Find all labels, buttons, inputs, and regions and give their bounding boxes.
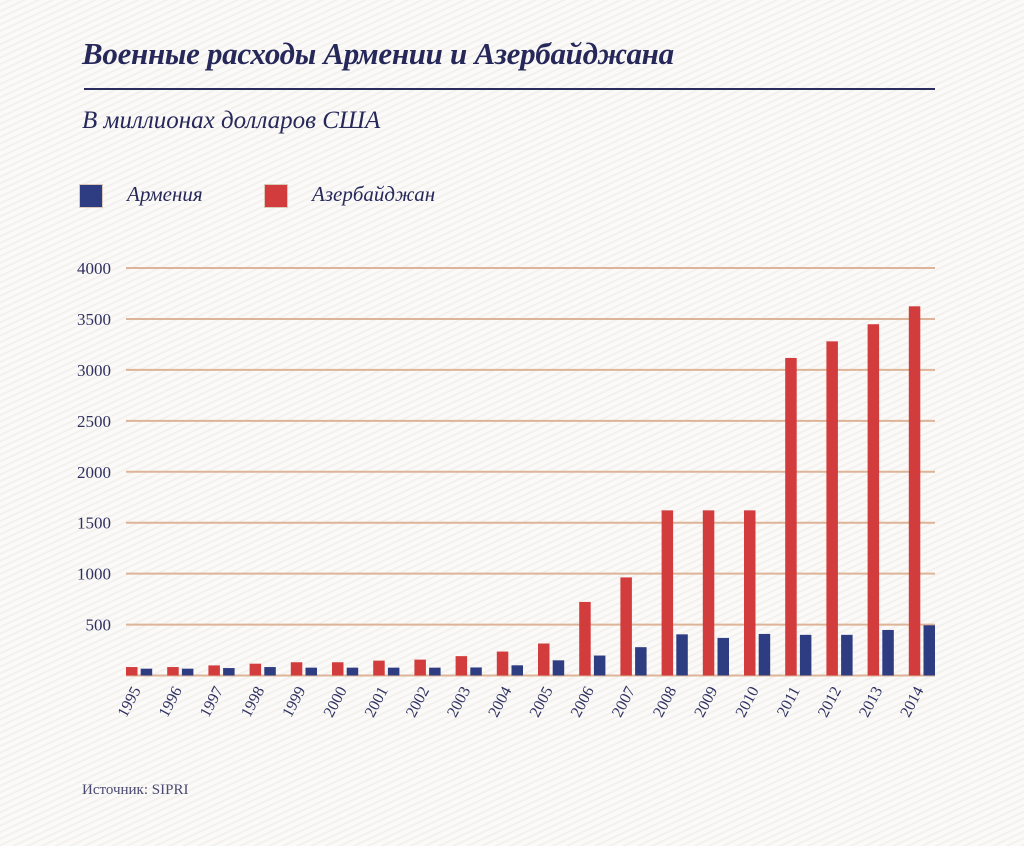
bar-armenia-2010	[758, 633, 771, 676]
bar-armenia-2000	[346, 667, 359, 676]
bar-armenia-1996	[181, 668, 194, 676]
x-tick-label: 1997	[197, 684, 227, 720]
bar-azerbaijan-2008	[661, 510, 674, 676]
bar-azerbaijan-1995	[126, 667, 138, 676]
bar-azerbaijan-2010	[744, 510, 756, 676]
bar-azerbaijan-2002	[414, 659, 426, 676]
bar-armenia-1995	[140, 668, 153, 676]
chart-subtitle: В миллионах долларов США	[82, 107, 381, 134]
legend-swatch-armenia	[80, 185, 102, 207]
y-tick-label: 1000	[77, 565, 111, 584]
x-tick-label: 2013	[856, 684, 886, 720]
source-note: Источник: SIPRI	[82, 782, 189, 798]
bar-azerbaijan-1996	[167, 667, 179, 676]
bar-azerbaijan-2009	[702, 510, 715, 676]
y-tick-label: 2000	[77, 463, 111, 482]
x-tick-label: 2001	[362, 684, 392, 720]
x-tick-label: 2006	[568, 684, 598, 720]
bar-azerbaijan-2003	[455, 656, 468, 676]
bar-armenia-2004	[511, 665, 523, 676]
bar-azerbaijan-2005	[538, 643, 550, 676]
bar-armenia-1998	[264, 667, 276, 676]
bar-armenia-2009	[717, 637, 729, 676]
bar-armenia-2008	[676, 634, 688, 676]
bar-armenia-2006	[593, 655, 606, 676]
x-tick-label: 2002	[403, 684, 433, 720]
chart-title: Военные расходы Армении и Азербайджана	[82, 36, 674, 71]
bar-azerbaijan-2007	[620, 577, 632, 676]
bar-armenia-2001	[387, 667, 400, 676]
x-tick-label: 2014	[897, 684, 927, 720]
bar-azerbaijan-1999	[290, 662, 303, 676]
x-tick-label: 2003	[444, 684, 474, 720]
x-tick-label: 2010	[733, 684, 763, 720]
bar-azerbaijan-2004	[496, 651, 509, 676]
x-tick-label: 2008	[650, 684, 680, 720]
x-tick-label: 2000	[321, 684, 351, 720]
bar-azerbaijan-2012	[826, 341, 838, 676]
y-tick-label: 500	[86, 616, 112, 635]
bars	[126, 306, 935, 676]
bar-armenia-2002	[429, 667, 441, 676]
bar-armenia-2005	[552, 660, 565, 676]
bar-armenia-2012	[841, 634, 853, 676]
legend-label-azerbaijan: Азербайджан	[312, 182, 436, 206]
bar-azerbaijan-2011	[785, 357, 797, 676]
bar-azerbaijan-2014	[908, 306, 921, 676]
title-divider	[84, 88, 935, 90]
legend-swatch-azerbaijan	[265, 185, 287, 207]
x-tick-label: 1999	[279, 684, 309, 720]
bar-armenia-2003	[470, 667, 482, 676]
bar-armenia-2007	[635, 647, 647, 676]
bar-armenia-2011	[799, 634, 812, 676]
bar-armenia-1997	[223, 668, 235, 676]
x-tick-label: 2012	[815, 684, 845, 720]
y-tick-label: 4000	[77, 259, 111, 278]
x-tick-label: 2011	[774, 684, 804, 720]
x-axis: 1995 1996 1997 1998 1999 2000 2001 2002 2003 2004…	[115, 684, 928, 720]
bar-armenia-2014	[923, 625, 935, 676]
bar-armenia-1999	[305, 667, 317, 676]
x-tick-label: 2007	[609, 684, 639, 720]
bar-azerbaijan-1998	[249, 663, 262, 676]
x-tick-label: 2004	[485, 684, 515, 720]
bar-azerbaijan-2013	[867, 324, 880, 676]
y-tick-label: 2500	[77, 412, 111, 431]
bar-azerbaijan-2006	[579, 601, 591, 676]
y-tick-label: 1500	[77, 514, 111, 533]
y-tick-label: 3500	[77, 310, 111, 329]
x-tick-label: 1996	[156, 684, 186, 720]
y-axis: 500 1000 1500 2000 2500 3000 3500 4000	[77, 259, 111, 635]
bar-azerbaijan-2001	[373, 660, 385, 676]
bar-azerbaijan-1997	[208, 665, 220, 676]
x-tick-label: 2009	[691, 684, 721, 720]
legend-label-armenia: Армения	[127, 182, 203, 206]
x-tick-label: 1998	[238, 684, 268, 720]
bar-azerbaijan-2000	[332, 662, 344, 676]
bar-armenia-2013	[882, 629, 894, 676]
x-tick-label: 1995	[115, 684, 145, 720]
y-tick-label: 3000	[77, 361, 111, 380]
x-tick-label: 2005	[527, 684, 557, 720]
gridlines	[126, 267, 935, 677]
